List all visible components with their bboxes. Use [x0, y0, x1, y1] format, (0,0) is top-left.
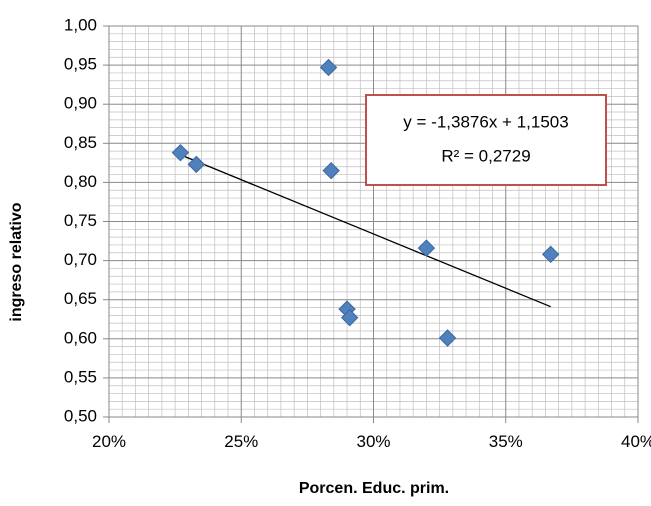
trendline-equation: y = -1,3876x + 1,1503 — [403, 112, 568, 131]
y-tick-label: 0,55 — [64, 367, 97, 386]
data-point — [187, 155, 205, 174]
data-point — [319, 58, 338, 77]
trendline — [180, 154, 551, 308]
y-tick-label: 0,95 — [64, 55, 97, 74]
y-axis-title: ingreso relativo — [8, 202, 25, 321]
data-point — [322, 161, 340, 180]
y-tick-label: 0,75 — [64, 211, 97, 230]
equation-box: y = -1,3876x + 1,1503 R² = 0,2729 — [365, 94, 607, 186]
data-point — [542, 245, 560, 264]
y-tick-label: 0,85 — [64, 133, 97, 152]
x-tick-label: 25% — [224, 432, 258, 451]
data-points — [171, 58, 560, 347]
x-tick-label: 20% — [92, 432, 126, 451]
equation-box-frame — [365, 94, 607, 186]
data-point — [171, 143, 190, 162]
y-tick-label: 1,00 — [64, 15, 97, 34]
y-tick-label: 0,60 — [64, 328, 97, 347]
y-tick-label: 0,50 — [64, 406, 97, 425]
y-tick-label: 0,80 — [64, 172, 97, 191]
data-point — [438, 329, 457, 347]
x-tick-label: 40% — [621, 432, 651, 451]
tick-labels: 20% 25% 30% 35% 40% 0,50 0,55 0,60 0,65 0,70 0,75 0… — [64, 15, 651, 451]
x-axis-title: Porcen. Educ. prim. — [299, 480, 449, 497]
data-point — [417, 239, 436, 257]
grid-layer — [108, 25, 639, 418]
trendline-layer — [180, 154, 551, 308]
y-tick-label: 0,70 — [64, 250, 97, 269]
trendline-r2: R² = 0,2729 — [441, 146, 530, 165]
y-tick-label: 0,65 — [64, 289, 97, 308]
x-tick-label: 30% — [356, 432, 390, 451]
x-tick-label: 35% — [489, 432, 523, 451]
data-point — [340, 308, 359, 327]
y-tick-label: 0,90 — [64, 94, 97, 113]
